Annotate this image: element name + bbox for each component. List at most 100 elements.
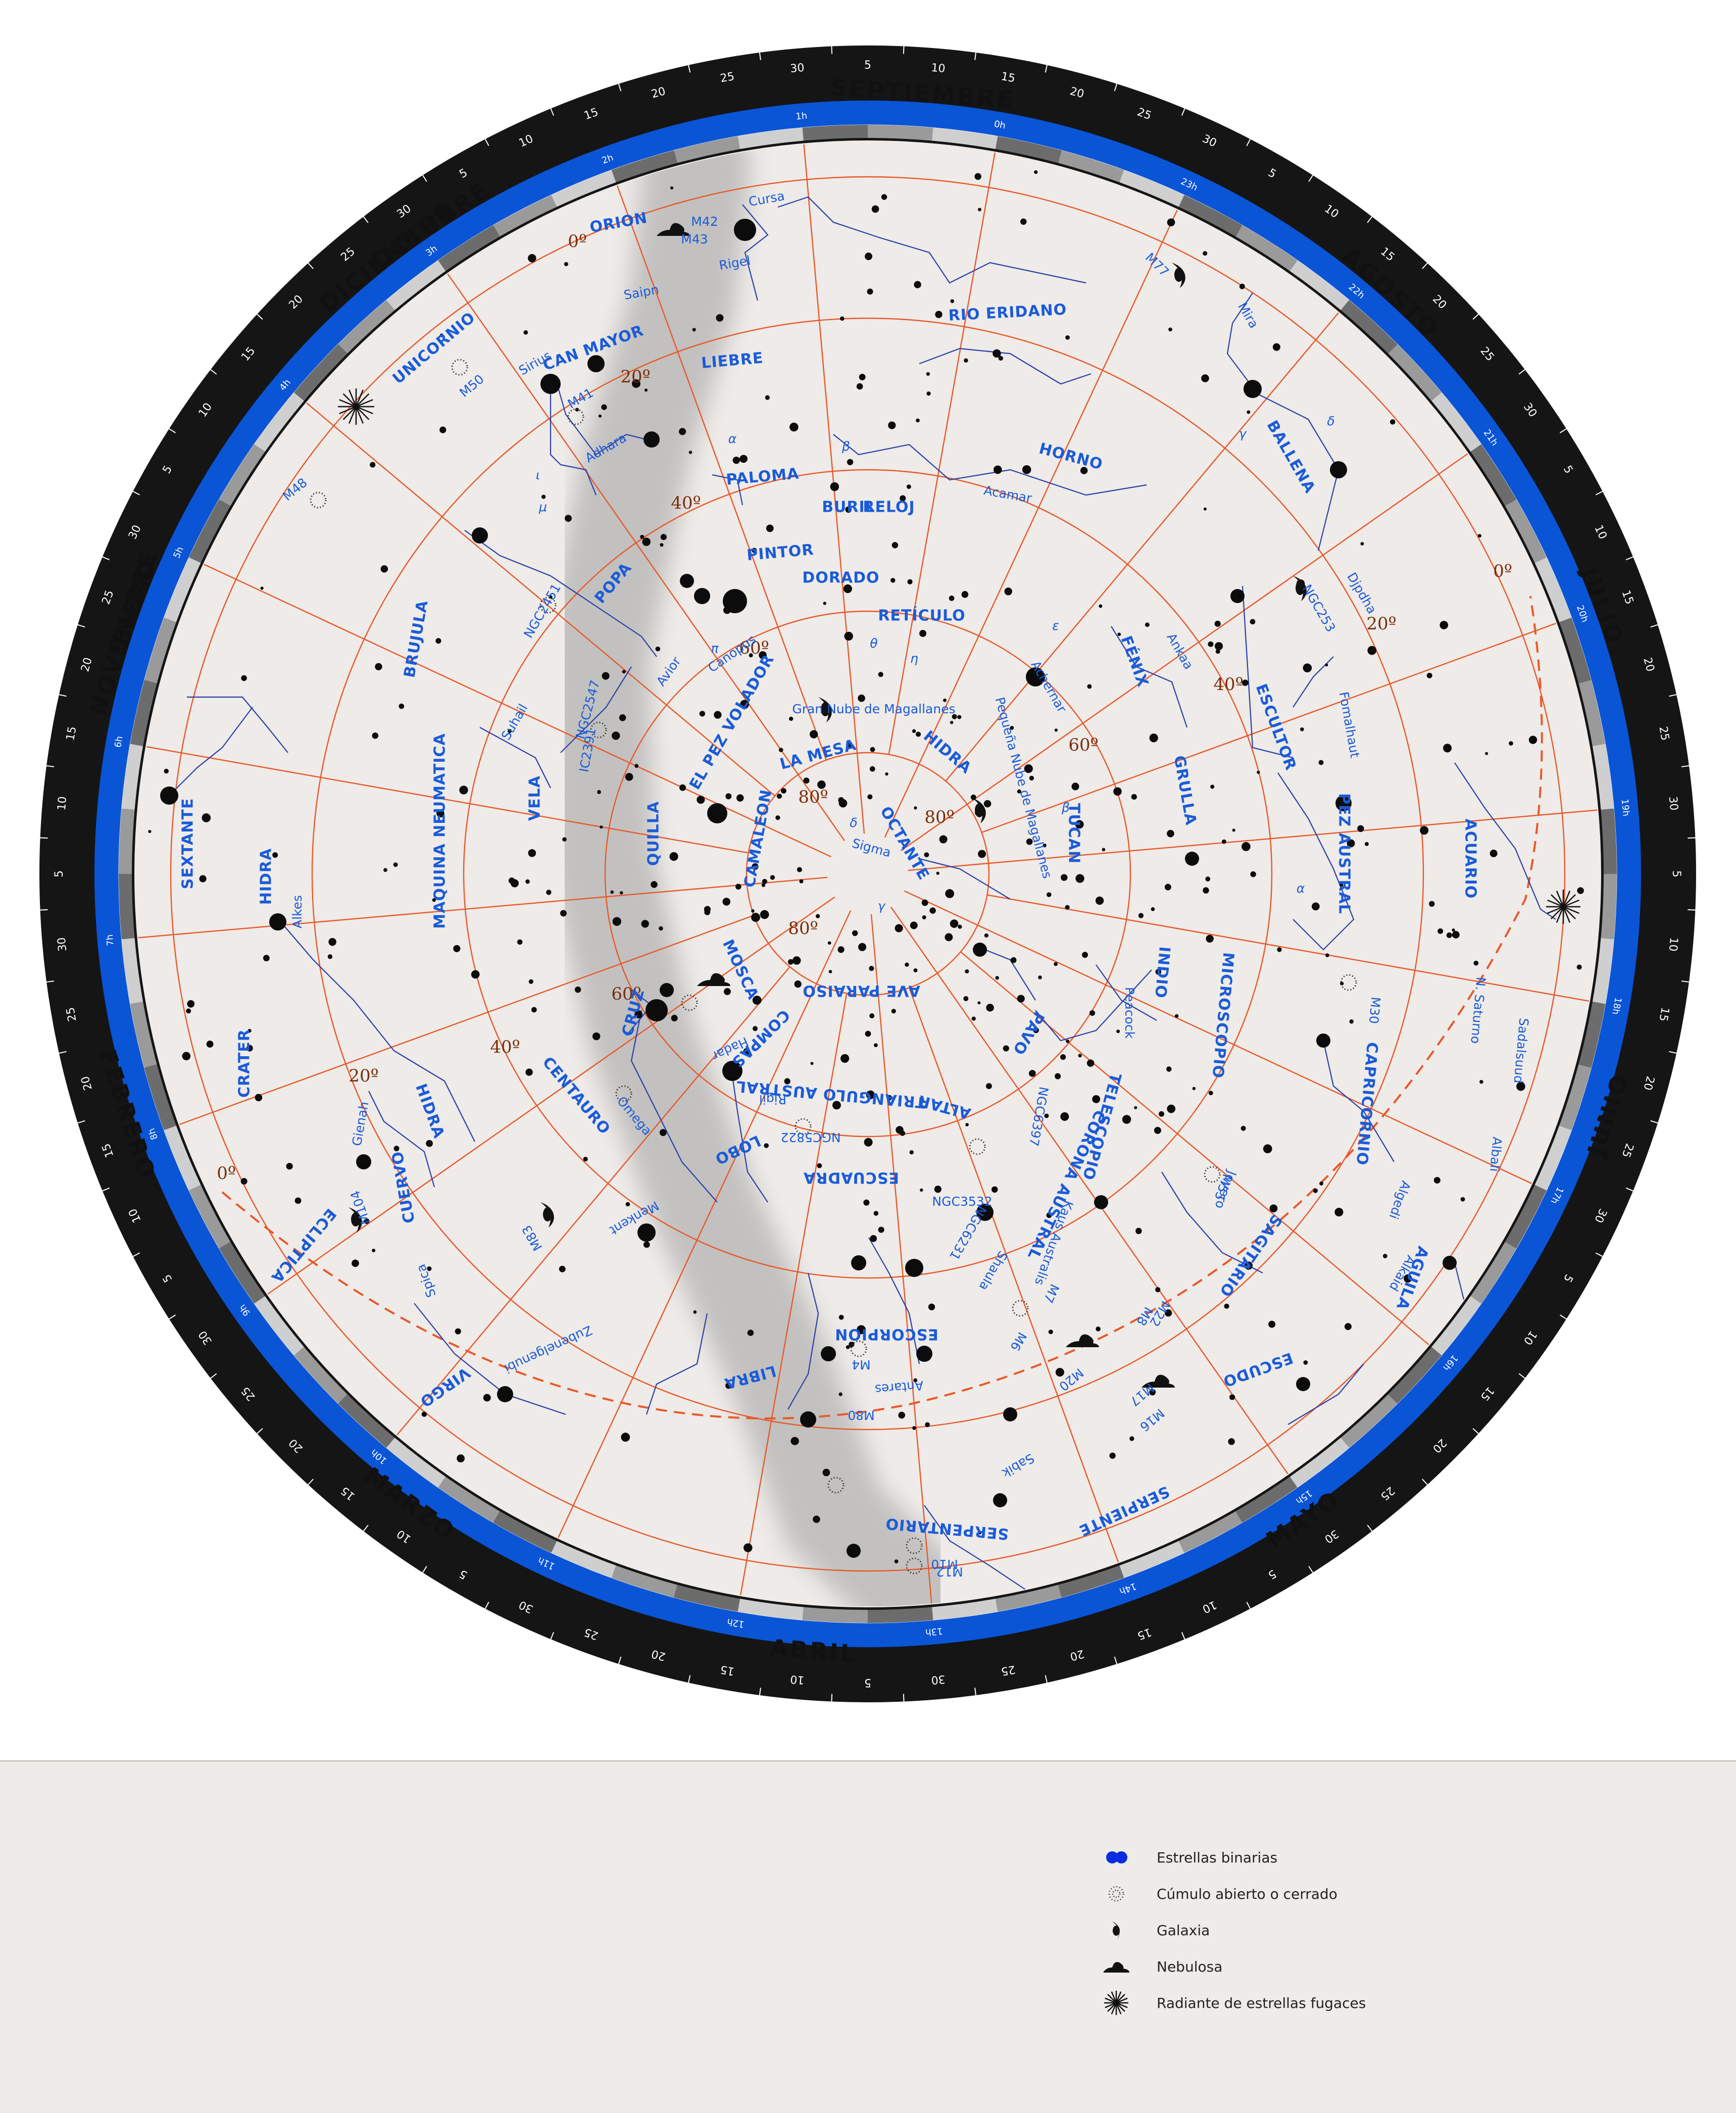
hour-ring-segment [1601,873,1617,940]
star [660,533,667,540]
hour-ring-segment [1341,1394,1398,1448]
star [838,1314,844,1320]
star [1167,829,1174,838]
star [621,1433,630,1442]
hour-ring-segment [438,225,500,271]
cluster-icon [827,1477,845,1494]
bright-star [800,1411,816,1428]
legend-item-galaxy: Galaxia [1101,1915,1210,1945]
star [817,1163,822,1168]
sky-field [135,141,1600,1606]
deep-sky-label: M30 [1366,996,1383,1024]
star [1082,952,1088,958]
star [1047,892,1052,897]
star [864,1138,873,1147]
day-tick [1045,65,1048,73]
star [788,716,793,721]
constellation-label: RELOJ [863,499,915,516]
day-tick [1595,1252,1603,1257]
star-label: Rigil [759,1092,786,1107]
star [838,797,845,803]
hour-line [444,269,846,842]
star [641,920,649,928]
bright-star [1443,1256,1457,1270]
greek-letter-label: θ [870,636,877,651]
star [859,373,866,380]
star [352,1259,359,1267]
hour-ring-segment [338,300,395,354]
star [372,732,379,739]
hour-ring-segment [1578,680,1606,746]
hour-ring-segment [1470,444,1517,506]
star [1167,218,1175,227]
star [1205,876,1211,881]
hour-ring-segment [293,1347,348,1404]
day-tick [1181,1632,1185,1640]
star [1403,1274,1412,1283]
star [789,422,799,432]
star [206,1041,214,1048]
legend-label: Radiante de estrellas fugaces [1157,1994,1366,2011]
radiant-icon [1563,906,1576,919]
star [453,945,461,952]
star [913,968,918,972]
star [775,815,780,820]
star [432,898,436,902]
star [810,1062,814,1065]
radiant-icon [1562,891,1571,907]
star [1022,465,1031,474]
star [399,703,405,709]
greek-letter-label: δ [1327,414,1334,428]
day-tick [1246,138,1251,146]
star [583,1157,588,1162]
star [634,1010,642,1018]
radiant-icon [339,406,357,414]
bright-star [694,588,710,604]
star [1060,1112,1069,1121]
nebula-icon [1142,1374,1175,1388]
day-tick [77,624,85,628]
radiant-icon-ray [1111,2002,1117,2014]
galaxy-icon [1101,1915,1131,1945]
bright-star [976,1204,994,1221]
hour-line [981,621,1561,833]
constellation-line [712,474,743,506]
greek-letter-label: β [1061,800,1070,815]
cluster-icon [795,1118,812,1135]
star [1263,1144,1272,1154]
star [182,1052,191,1061]
star [915,731,921,737]
declination-label: 40º [1213,674,1243,695]
hour-ring-segment [1559,1064,1592,1131]
star [871,205,879,213]
star [562,837,567,842]
deep-sky-label: NGC5822 [780,1130,840,1145]
star [906,484,911,489]
star [1516,1082,1525,1091]
hour-ring-segment [1289,1438,1350,1488]
star [1117,632,1121,636]
star [815,914,820,918]
star [867,794,873,800]
day-tick [974,1687,977,1696]
star [943,698,947,702]
star [1055,1073,1061,1079]
star-chart[interactable]: NOVIEMBREOCTUBRESEPTIEMBREAGOSTOJULIOJUN… [0,0,1736,1758]
star [749,653,753,658]
star [1452,931,1460,939]
declination-label: 0º [568,231,587,252]
radiant-icon [349,389,357,407]
constellation-label: TUCAN [1065,803,1083,864]
star [1257,770,1260,774]
star [794,980,802,988]
constellation-line [479,727,551,789]
star [1485,752,1489,755]
star [852,930,858,937]
hour-ring-segment [1178,1511,1243,1553]
declination-circle [604,610,1131,1138]
star [984,933,988,938]
star [644,388,648,392]
star [888,421,896,429]
day-tick [1472,1428,1479,1434]
galaxy-icon [1172,263,1185,288]
